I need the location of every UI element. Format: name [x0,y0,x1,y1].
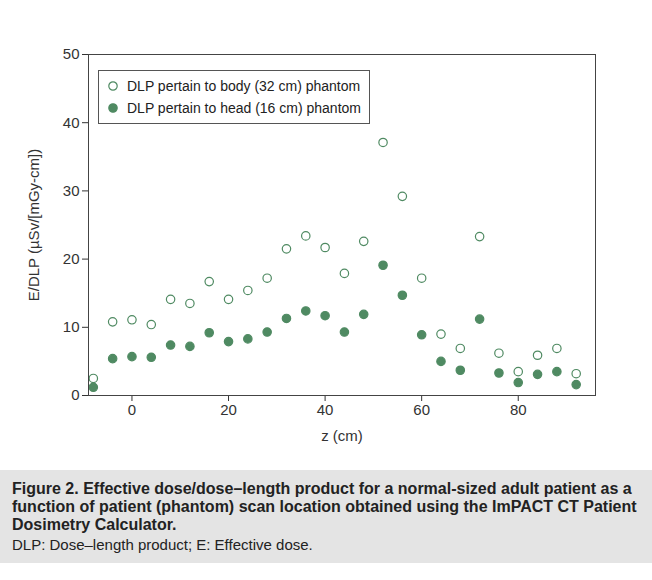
svg-text:0: 0 [71,386,79,403]
svg-text:20: 20 [63,250,80,267]
svg-text:60: 60 [413,401,430,418]
svg-text:20: 20 [220,401,237,418]
html-text:DLP: Dose–length product; E: E: DLP: Dose–length product; E: Effective d… [12,536,313,553]
html-text:DLP pertain to body (32 cm) ph: DLP pertain to body (32 cm) phantom [127,78,361,94]
svg-text:40: 40 [317,401,334,418]
svg-text:z (cm): z (cm) [321,427,363,444]
svg-text:50: 50 [63,45,80,62]
svg-text:0: 0 [128,401,136,418]
svg-text:E/DLP (µSv/[mGy-cm]): E/DLP (µSv/[mGy-cm]) [25,149,42,302]
html-text:DLP pertain to head (16 cm) ph: DLP pertain to head (16 cm) phantom [127,100,361,116]
svg-text:10: 10 [63,318,80,335]
html-text:Figure 2. Effective dose/dose–: Figure 2. Effective dose/dose–length pro… [12,480,637,533]
svg-text:40: 40 [63,114,80,131]
svg-text:30: 30 [63,182,80,199]
svg-text:80: 80 [510,401,527,418]
